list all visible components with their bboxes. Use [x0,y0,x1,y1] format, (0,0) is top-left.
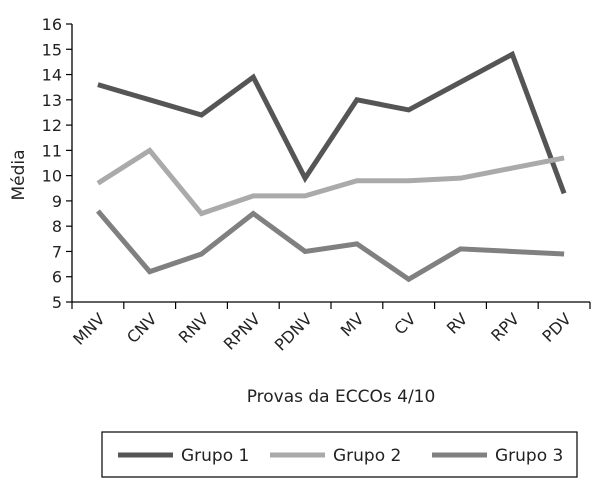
series-line-grupo-2 [96,147,565,217]
y-tick-label: 14 [42,66,62,85]
y-tick-label: 9 [52,192,62,211]
x-tick-label: CNV [123,309,161,347]
y-tick-label: 5 [52,293,62,312]
legend-label: Grupo 2 [333,446,401,466]
series-line-grupo-3 [95,209,565,283]
x-tick-label: CV [390,309,419,338]
legend-box [101,431,578,478]
y-tick-label: 11 [42,141,62,160]
y-tick-label: 8 [52,217,62,236]
x-tick-label: RV [443,309,471,337]
y-tick-label: 7 [52,242,62,261]
y-axis-title: Média [9,149,29,200]
plot-area [95,50,567,283]
x-tick-label: MV [337,309,368,340]
x-tick-label: RPV [487,309,523,345]
legend-label: Grupo 3 [495,446,563,466]
x-tick-label: RPNV [220,309,264,353]
y-tick-label: 15 [42,40,62,59]
y-tick-label: 16 [42,15,62,34]
x-axis-title: Provas da ECCOs 4/10 [247,387,436,407]
y-tick-label: 12 [42,116,62,135]
y-tick-label: 6 [52,268,62,287]
x-tick-label: PDV [538,309,575,346]
x-tick-label: MNV [69,309,108,348]
x-tick-label: RNV [175,309,213,347]
x-tick-label: PDNV [271,309,316,354]
y-tick-label: 13 [42,91,62,110]
series-line-grupo-1 [97,50,567,195]
legend-label: Grupo 1 [181,446,249,466]
y-tick-label: 10 [42,167,62,186]
legend: Grupo 1 Grupo 2 Grupo 3 [101,431,578,478]
axes: 5 6 7 8 9 10 11 12 13 14 15 16 MNV CNV RNV RPNV PDNV MV CV… [42,15,591,355]
